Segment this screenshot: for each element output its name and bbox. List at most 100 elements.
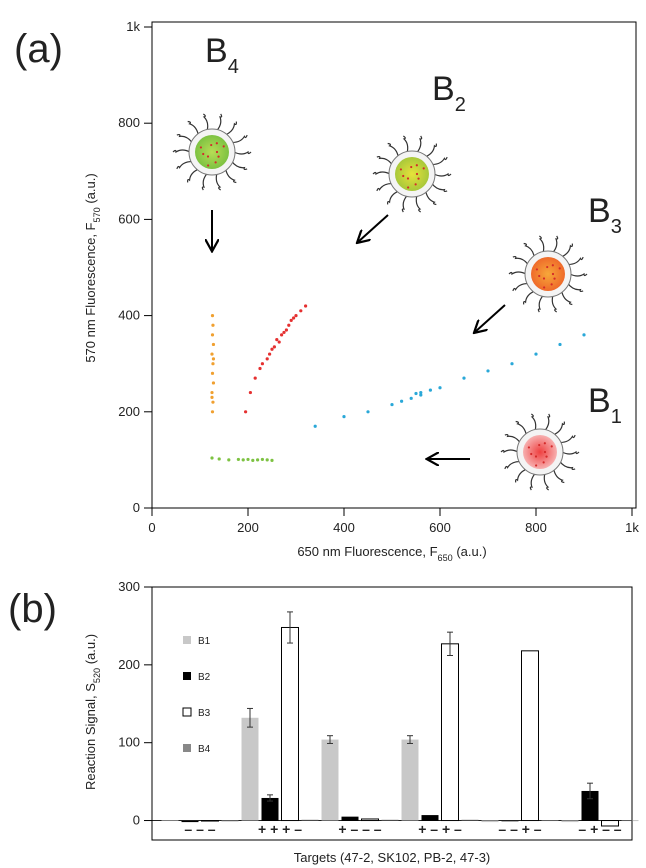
point bbox=[292, 316, 296, 320]
bar bbox=[181, 820, 199, 823]
point bbox=[304, 304, 308, 308]
bar bbox=[341, 816, 359, 821]
dye bbox=[542, 277, 546, 280]
bar bbox=[601, 820, 619, 827]
point bbox=[210, 410, 215, 414]
ligand bbox=[376, 156, 393, 165]
y-tick-label: 600 bbox=[118, 211, 140, 226]
x-tick-label: + – – – bbox=[338, 821, 381, 837]
dye bbox=[415, 164, 418, 167]
ligand bbox=[543, 473, 550, 491]
bar bbox=[261, 797, 279, 821]
ligand bbox=[433, 172, 452, 177]
dye bbox=[550, 283, 553, 286]
ligand bbox=[515, 468, 527, 483]
ligand bbox=[559, 434, 576, 444]
point bbox=[265, 458, 269, 462]
legend-swatch bbox=[183, 636, 191, 644]
dye bbox=[545, 455, 548, 458]
bead-label-main: B bbox=[588, 192, 611, 230]
ligand bbox=[553, 421, 565, 436]
dye bbox=[215, 142, 218, 145]
ligand bbox=[415, 195, 422, 213]
ligand bbox=[512, 282, 529, 292]
ligand bbox=[187, 120, 199, 135]
y-tick-label: 200 bbox=[118, 657, 140, 672]
ligand bbox=[215, 173, 222, 191]
bar bbox=[201, 820, 219, 822]
point bbox=[294, 314, 298, 318]
dye bbox=[558, 267, 561, 270]
bar bbox=[541, 820, 559, 822]
point bbox=[211, 362, 215, 366]
dye bbox=[543, 450, 547, 454]
point bbox=[248, 390, 252, 395]
core bbox=[523, 435, 557, 469]
dye bbox=[206, 155, 210, 158]
legend-label: B4 bbox=[198, 744, 211, 755]
x-axis-label-suffix: (a.u.) bbox=[453, 544, 487, 559]
x-tick-label: 0 bbox=[148, 520, 155, 535]
dye bbox=[538, 274, 541, 278]
ligand bbox=[551, 295, 558, 313]
ligand bbox=[569, 272, 588, 277]
x-tick-label: – – + – bbox=[498, 821, 541, 837]
bead-label-sub: 1 bbox=[611, 406, 622, 428]
dye bbox=[210, 143, 213, 147]
y-tick-label: 200 bbox=[118, 404, 140, 419]
ligand bbox=[431, 183, 448, 192]
dye bbox=[527, 446, 531, 449]
ligand bbox=[561, 291, 573, 306]
ligand bbox=[530, 413, 537, 431]
bar bbox=[401, 739, 419, 821]
ligand bbox=[416, 135, 423, 153]
ligand bbox=[201, 173, 208, 191]
ligand bbox=[523, 242, 535, 257]
point bbox=[265, 357, 269, 361]
point bbox=[211, 342, 216, 347]
legend-swatch bbox=[183, 744, 191, 752]
bead-label-main: B bbox=[588, 382, 611, 420]
panel-label: (b) bbox=[8, 587, 57, 631]
point bbox=[246, 457, 250, 462]
dye bbox=[199, 146, 203, 149]
error-bar bbox=[267, 794, 273, 802]
core bbox=[195, 135, 229, 169]
point bbox=[287, 323, 291, 327]
bar bbox=[421, 815, 439, 821]
point bbox=[270, 347, 274, 351]
dye bbox=[543, 286, 546, 289]
y-axis-label: 570 nm Fluorescence, F570 (a.u.) bbox=[83, 173, 102, 362]
point bbox=[400, 399, 404, 403]
x-tick-label: 1k bbox=[625, 520, 639, 535]
point bbox=[211, 381, 216, 385]
panel-label: (a) bbox=[14, 27, 63, 71]
ligand bbox=[431, 156, 448, 166]
point bbox=[280, 333, 284, 337]
dye bbox=[410, 165, 413, 169]
x-tick-label: + – + – bbox=[418, 821, 462, 837]
bar bbox=[321, 739, 339, 821]
x-axis-label-sub: 650 bbox=[438, 553, 453, 563]
dye bbox=[542, 461, 545, 464]
bead-label: B2 bbox=[432, 70, 466, 116]
ligand bbox=[552, 235, 559, 253]
point bbox=[241, 458, 245, 462]
error-bar bbox=[587, 782, 593, 800]
point bbox=[462, 376, 466, 380]
point bbox=[282, 330, 286, 335]
plot-frame bbox=[151, 586, 633, 841]
point bbox=[390, 402, 394, 407]
ligand bbox=[231, 134, 248, 144]
dye bbox=[550, 445, 553, 448]
point bbox=[244, 410, 248, 414]
ligand bbox=[504, 434, 521, 443]
ligand bbox=[225, 169, 237, 184]
y-tick-label: 400 bbox=[118, 308, 140, 323]
x-tick-label: 800 bbox=[525, 520, 547, 535]
point bbox=[272, 345, 276, 349]
ligand bbox=[233, 150, 252, 155]
point bbox=[486, 369, 490, 373]
point bbox=[210, 333, 215, 337]
y-tick-label: 300 bbox=[118, 579, 140, 594]
